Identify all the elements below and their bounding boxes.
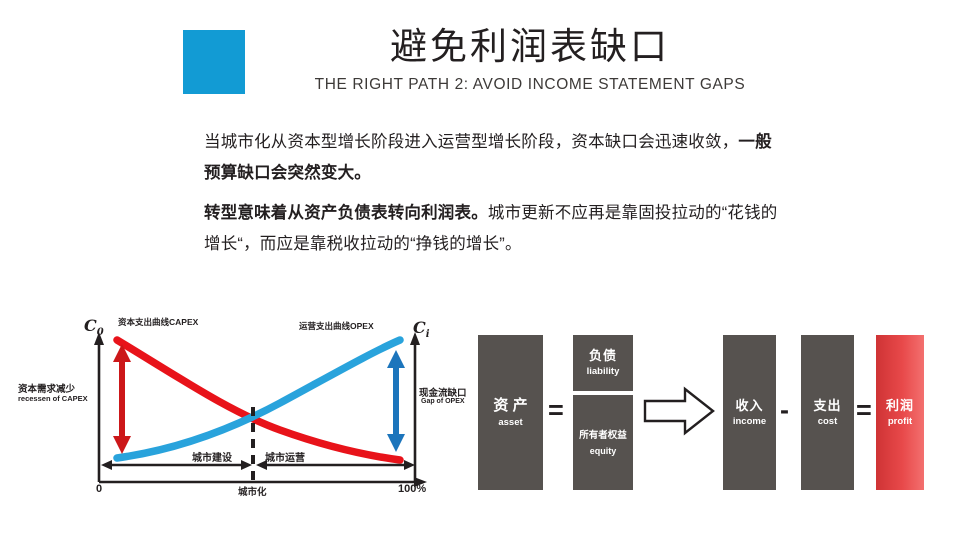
- box-profit: 利润 profit: [876, 335, 924, 490]
- equals-sign-right: =: [856, 395, 872, 425]
- capex-curve: [113, 336, 404, 464]
- accent-square: [183, 30, 245, 94]
- box-equity-label-cn: 所有者权益: [579, 429, 627, 441]
- opex-curve: [113, 336, 404, 462]
- box-cost: 支出 cost: [801, 335, 854, 490]
- opex-gap-label-cn: 现金流缺口: [419, 388, 467, 399]
- capex-gap-label-en: recessen of CAPEX: [18, 394, 88, 403]
- chart-axes: [94, 332, 427, 487]
- x-axis-tick-max: 100%: [398, 483, 427, 495]
- paragraph-1-emphasis: 一般预算缺口会突然变大。: [204, 133, 772, 182]
- box-asset-label-en: asset: [498, 417, 523, 428]
- phase-label-construction: 城市建设: [192, 453, 232, 464]
- page-title: 避免利润表缺口: [390, 25, 670, 68]
- right-arrow-icon: [643, 386, 715, 436]
- box-asset-label-cn: 资 产: [493, 397, 528, 414]
- box-equity-label-en: equity: [589, 445, 617, 456]
- minus-sign: -: [780, 395, 789, 425]
- phase-label-operation: 城市运营: [265, 453, 305, 464]
- box-profit-label-cn: 利润: [885, 397, 914, 413]
- balance-to-income-diagram: 资 产 asset = 负债 liability 所有者权益 equity 收入…: [470, 325, 960, 500]
- box-equity: 所有者权益 equity: [573, 395, 633, 490]
- box-profit-label-en: profit: [887, 415, 913, 427]
- page-subtitle: THE RIGHT PATH 2: AVOID INCOME STATEMENT…: [314, 76, 746, 93]
- opex-gap-label-en: Gap of OPEX: [421, 398, 465, 405]
- box-cost-label-cn: 支出: [813, 397, 842, 413]
- capex-opex-chart: [0, 300, 470, 515]
- x-axis-tick-min: 0: [96, 483, 103, 495]
- paragraph-1-text: 当城市化从资本型增长阶段进入运营型增长阶段，资本缺口会迅速收敛，: [204, 133, 739, 151]
- paragraph-2: 转型意味着从资产负债表转向利润表。城市更新不应再是靠固投拉动的“花钱的增长“，而…: [204, 198, 784, 260]
- box-asset: 资 产 asset: [478, 335, 543, 490]
- equals-sign-left: =: [548, 395, 564, 425]
- paragraph-2-emphasis: 转型意味着从资产负债表转向利润表。: [204, 204, 488, 222]
- capex-gap-label-cn: 资本需求减少: [18, 384, 76, 395]
- paragraph-1: 当城市化从资本型增长阶段进入运营型增长阶段，资本缺口会迅速收敛，一般预算缺口会突…: [204, 127, 784, 189]
- box-cost-label-en: cost: [817, 415, 838, 427]
- box-income-label-cn: 收入: [735, 397, 764, 413]
- box-liability-label-cn: 负债: [588, 348, 617, 363]
- phase-span-arrows: [101, 460, 415, 470]
- opex-gap-arrow: [387, 350, 405, 452]
- capex-curve-label: 资本支出曲线CAPEX: [118, 317, 199, 327]
- chart-y-axis-right-label: Ci: [413, 318, 430, 341]
- opex-curve-label: 运营支出曲线OPEX: [299, 321, 374, 331]
- capex-gap-arrow: [113, 344, 131, 454]
- paragraph-2-text: 城市更新不应再是靠固投拉动的“花钱的增长“，而应是靠税收拉动的“挣钱的增长”。: [204, 204, 778, 253]
- chart-y-axis-left-label: C0: [84, 316, 104, 339]
- box-liability: 负债 liability: [573, 335, 633, 391]
- body-copy: 当城市化从资本型增长阶段进入运营型增长阶段，资本缺口会迅速收敛，一般预算缺口会突…: [204, 127, 784, 260]
- box-income: 收入 income: [723, 335, 776, 490]
- box-liability-label-en: liability: [586, 366, 620, 377]
- chart-svg: [94, 332, 427, 487]
- x-axis-title: 城市化: [238, 487, 267, 498]
- title-block: 避免利润表缺口 THE RIGHT PATH 2: AVOID INCOME S…: [250, 22, 810, 96]
- box-income-label-en: income: [732, 415, 767, 427]
